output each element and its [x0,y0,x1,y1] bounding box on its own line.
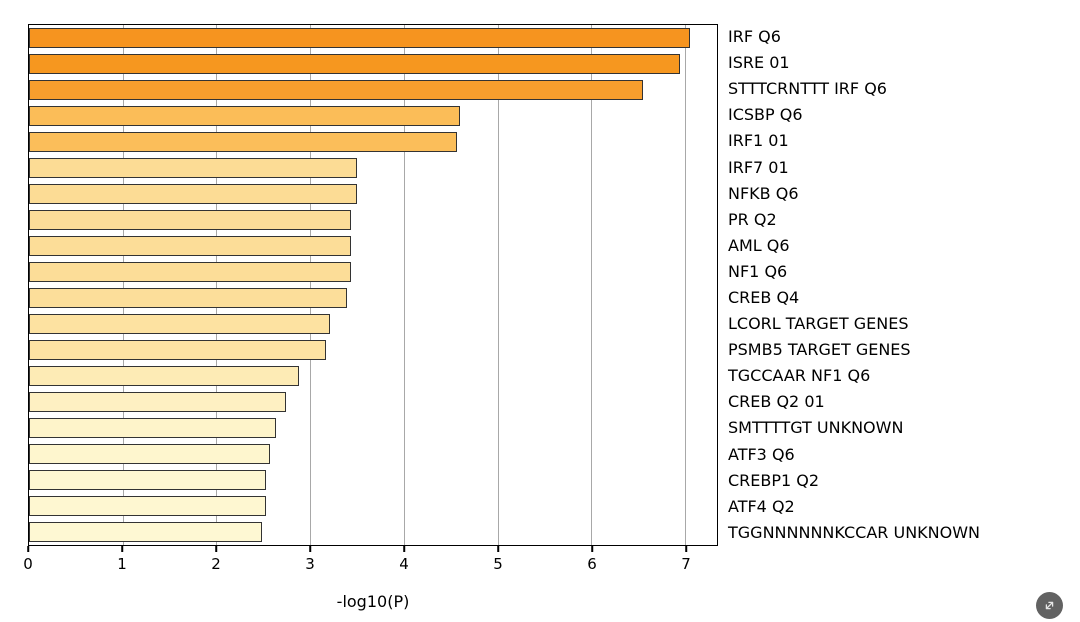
category-label: STTTCRNTTT IRF Q6 [728,79,887,99]
gridline [685,25,687,545]
bar-row [29,519,717,545]
gridline [310,25,312,545]
bar-smttttgt-unknown [29,417,276,439]
bar-row [29,389,717,415]
gridline [216,25,218,545]
x-tick-label: 6 [587,555,597,573]
x-tick: 2 [211,546,221,573]
category-label: LCORL TARGET GENES [728,314,909,334]
bar-nf1-q6 [29,261,351,283]
bar-row [29,285,717,311]
bar-icsbp-q6 [29,105,461,127]
bar-lcorl-target-genes [29,313,330,335]
bar-creb-q4 [29,287,347,309]
bar-irf7-01 [29,157,358,179]
tick-mark [27,546,29,552]
bars [29,25,717,545]
category-label: TGGNNNNNNKCCAR UNKNOWN [728,522,981,542]
bar-atf4-q2 [29,495,267,517]
bar-pr-q2 [29,209,351,231]
category-label: IRF Q6 [728,27,781,47]
gridline [403,25,405,545]
bar-irf1-01 [29,131,458,153]
tick-mark [215,546,217,552]
x-tick: 7 [681,546,691,573]
category-label: CREB Q2 01 [728,392,825,412]
bar-tgccaar-nf1-q6 [29,365,299,387]
tick-mark [403,546,405,552]
bar-atf3-q6 [29,443,270,465]
category-label: PR Q2 [728,209,777,229]
bar-row [29,25,717,51]
expand-icon [1042,598,1057,613]
bar-row [29,129,717,155]
plot-area [28,24,718,546]
bar-aml-q6 [29,235,351,257]
x-tick-label: 5 [493,555,503,573]
bar-creb-q2-01 [29,391,286,413]
bar-crebp1-q2 [29,469,267,491]
gridline [497,25,499,545]
x-tick-label: 3 [305,555,315,573]
bar-row [29,467,717,493]
bar-row [29,77,717,103]
bar-irf-q6 [29,27,690,49]
tick-mark [591,546,593,552]
x-tick: 0 [23,546,33,573]
bar-row [29,415,717,441]
category-label: PSMB5 TARGET GENES [728,340,911,360]
category-label: ISRE 01 [728,53,790,73]
category-label: ICSBP Q6 [728,105,803,125]
x-tick: 4 [399,546,409,573]
x-tick: 5 [493,546,503,573]
gridline [591,25,593,545]
zoom-button[interactable] [1036,592,1063,619]
x-tick: 3 [305,546,315,573]
x-tick-label: 7 [681,555,691,573]
y-axis-labels: IRF Q6 ISRE 01 STTTCRNTTT IRF Q6 ICSBP Q6 IR… [728,24,1076,546]
category-label: NF1 Q6 [728,261,788,281]
bar-nfkb-q6 [29,183,358,205]
bar-row [29,51,717,77]
bar-psmb5-target-genes [29,339,327,361]
bar-isre-01 [29,53,680,75]
bar-row [29,103,717,129]
bar-row [29,337,717,363]
category-label: IRF1 01 [728,131,789,151]
category-label: IRF7 01 [728,157,789,177]
category-label: ATF4 Q2 [728,496,795,516]
tick-mark [497,546,499,552]
x-tick-label: 2 [211,555,221,573]
gridline [122,25,124,545]
x-tick-label: 1 [117,555,127,573]
bar-row [29,155,717,181]
bar-row [29,363,717,389]
category-label: NFKB Q6 [728,183,799,203]
x-tick: 6 [587,546,597,573]
category-label: TGCCAAR NF1 Q6 [728,366,871,386]
x-tick-label: 4 [399,555,409,573]
category-label: CREBP1 Q2 [728,470,820,490]
x-tick-label: 0 [23,555,33,573]
x-tick: 1 [117,546,127,573]
category-label: ATF3 Q6 [728,444,795,464]
tick-mark [309,546,311,552]
x-axis-title: -log10(P) [336,592,410,611]
bar-row [29,493,717,519]
x-axis-ticks: 0 1 2 3 4 5 6 7 [23,546,718,580]
tick-mark [685,546,687,552]
bar-row [29,207,717,233]
bar-row [29,181,717,207]
bar-tggnnnnnnkccar-unknown [29,521,263,543]
bar-row [29,311,717,337]
bar-stttcrnttt-irf-q6 [29,79,643,101]
bar-row [29,233,717,259]
tick-mark [121,546,123,552]
bar-row [29,259,717,285]
bar-row [29,441,717,467]
category-label: CREB Q4 [728,287,800,307]
category-label: SMTTTTGT UNKNOWN [728,418,904,438]
category-label: AML Q6 [728,235,790,255]
